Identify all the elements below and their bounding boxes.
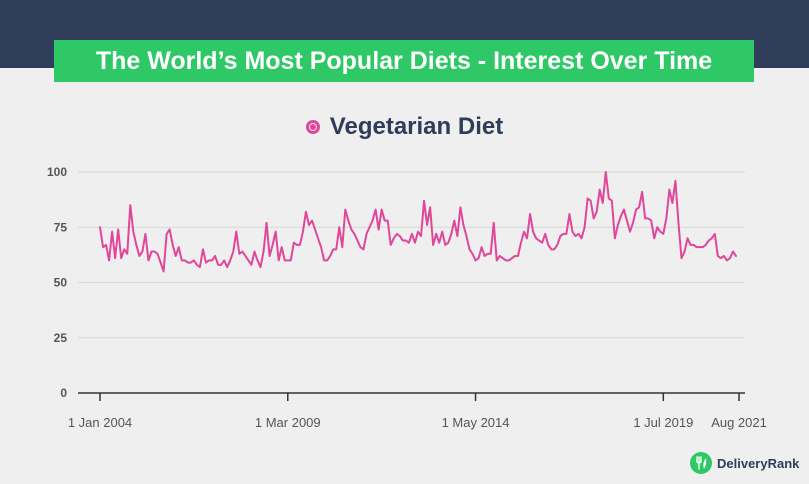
series-line-0 bbox=[99, 171, 737, 273]
y-tick-label: 50 bbox=[54, 276, 68, 290]
brand-logo: DeliveryRank bbox=[690, 450, 799, 476]
x-tick-label: Aug 2021 bbox=[711, 415, 767, 430]
y-tick-label: 75 bbox=[54, 220, 68, 234]
y-tick-label: 25 bbox=[54, 331, 68, 345]
brand-logo-text: DeliveryRank bbox=[717, 455, 800, 471]
legend: Vegetarian Diet bbox=[0, 110, 809, 144]
x-tick-label: 1 Jan 2004 bbox=[68, 415, 132, 430]
legend-label: Vegetarian Diet bbox=[329, 113, 504, 140]
chart-title: The World’s Most Popular Diets - Interes… bbox=[54, 40, 754, 82]
x-tick-label: 1 Mar 2009 bbox=[255, 415, 321, 430]
x-tick-label: 1 Jul 2019 bbox=[633, 415, 693, 430]
y-tick-label: 100 bbox=[47, 165, 67, 179]
x-tick-label: 1 May 2014 bbox=[442, 415, 510, 430]
grid-layer bbox=[78, 171, 745, 339]
series-layer bbox=[99, 171, 737, 273]
axis-layer: 0 25 50 75 100 1 Jan 2004 1 Mar 2009 1 May 2014… bbox=[47, 165, 767, 430]
y-tick-label: 0 bbox=[60, 386, 67, 400]
legend-marker-icon bbox=[305, 120, 320, 134]
fork-leaf-icon bbox=[690, 452, 712, 474]
